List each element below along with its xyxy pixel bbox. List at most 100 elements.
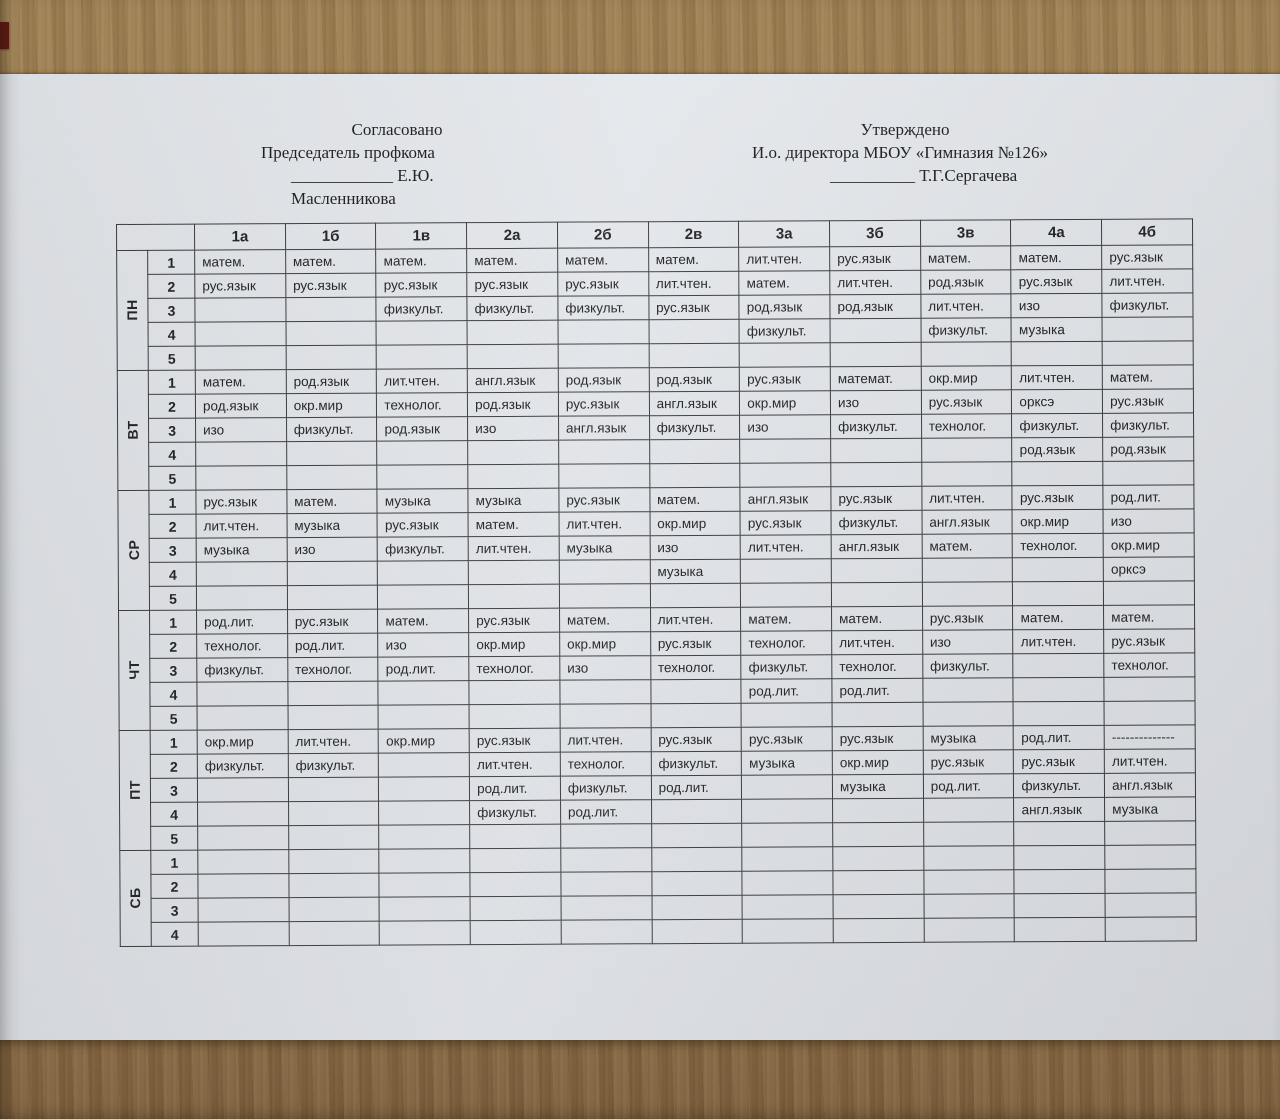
subject-cell: рус.язык	[923, 749, 1014, 775]
subject-cell: род.язык	[376, 416, 468, 442]
subject-cell: матем.	[1011, 245, 1102, 270]
class-header-1в: 1в	[375, 222, 467, 250]
subject-cell: изо	[830, 390, 922, 415]
subject-cell: физкульт.	[469, 800, 561, 825]
subject-cell	[740, 462, 831, 488]
subject-cell: род.язык	[1102, 436, 1194, 462]
subject-cell: англ.язык	[558, 415, 650, 441]
subject-cell	[648, 343, 740, 368]
subject-cell: матем.	[377, 608, 469, 634]
subject-cell: рус.язык	[1012, 485, 1104, 510]
subject-cell	[379, 824, 470, 850]
subject-cell: род.язык	[285, 369, 377, 394]
subject-cell: физкульт.	[920, 317, 1012, 343]
subject-cell: матем.	[468, 512, 560, 537]
subject-cell	[558, 439, 650, 465]
subject-cell	[922, 581, 1013, 607]
approval-left-title: Согласовано	[351, 120, 443, 139]
day-label-text: ВТ	[125, 419, 142, 440]
class-header-1а: 1а	[194, 223, 286, 251]
subject-cell: матем.	[195, 369, 287, 395]
subject-cell: рус.язык	[921, 389, 1012, 415]
subject-cell	[560, 895, 652, 921]
subject-cell	[469, 704, 561, 729]
subject-cell	[286, 465, 378, 490]
subject-cell	[196, 561, 288, 587]
subject-cell: англ.язык	[648, 391, 740, 416]
subject-cell: технолог.	[1012, 533, 1104, 558]
subject-cell	[650, 703, 742, 728]
subject-cell: рус.язык	[558, 391, 650, 417]
subject-cell	[378, 752, 470, 778]
subject-cell	[557, 319, 649, 345]
subject-cell: технолог.	[650, 655, 742, 680]
subject-cell	[468, 584, 560, 609]
subject-cell	[830, 438, 922, 463]
subject-cell: изо	[378, 632, 469, 658]
subject-cell	[197, 801, 289, 827]
subject-cell	[922, 677, 1014, 703]
subject-cell: окр.мир	[286, 393, 377, 418]
subject-cell: окр.мир	[649, 511, 741, 536]
subject-cell	[922, 557, 1013, 583]
class-header-3б: 3б	[829, 220, 921, 247]
lesson-number: 1	[150, 730, 198, 755]
lesson-number: 3	[148, 418, 196, 443]
subject-cell	[467, 344, 559, 369]
subject-cell	[739, 342, 831, 368]
subject-cell: лит.чтен.	[740, 534, 832, 560]
subject-cell: физкульт.	[1102, 292, 1194, 318]
lesson-number: 3	[149, 658, 197, 683]
subject-cell: рус.язык	[1102, 388, 1194, 414]
approval-block-right: Утверждено И.о. директора МБОУ «Гимназия…	[752, 118, 1058, 187]
subject-cell: рус.язык	[741, 726, 833, 752]
subject-cell	[288, 897, 380, 922]
subject-cell	[740, 558, 832, 584]
subject-cell: рус.язык	[1013, 749, 1105, 774]
subject-cell: физкульт.	[286, 417, 378, 442]
subject-cell: физкульт.	[650, 751, 742, 776]
subject-cell	[288, 873, 380, 898]
subject-cell: физкульт.	[560, 775, 652, 801]
subject-cell: лит.чтен.	[196, 513, 287, 539]
approval-right-role: И.о. директора МБОУ «Гимназия №126»	[752, 143, 1049, 162]
subject-cell	[468, 560, 560, 585]
subject-cell: физкульт.	[739, 318, 831, 344]
lesson-number: 2	[149, 634, 197, 659]
subject-cell: матем.	[1012, 605, 1104, 630]
subject-cell	[1013, 701, 1105, 726]
subject-cell: окр.мир	[378, 728, 470, 754]
subject-cell: матем.	[740, 606, 832, 632]
subject-cell: лит.чтен.	[560, 727, 651, 753]
lesson-number: 2	[149, 514, 197, 539]
subject-cell	[650, 679, 742, 704]
subject-cell: рус.язык	[558, 487, 650, 513]
subject-cell: рус.язык	[648, 295, 740, 320]
lesson-number: 2	[147, 274, 195, 299]
subject-cell	[195, 321, 286, 347]
subject-cell	[377, 584, 469, 610]
subject-cell	[469, 824, 561, 849]
subject-cell: физкульт.	[467, 296, 558, 321]
subject-cell: физкульт.	[830, 414, 922, 439]
timetable-wrapper: 1а 1б 1в 2а 2б 2в 3а 3б 3в 4а 4б ПН 1 матем. матем. ма…	[116, 218, 1197, 947]
subject-cell: физкульт.	[376, 296, 468, 322]
subject-cell: окр.мир	[1103, 532, 1195, 558]
subject-cell: музыка	[559, 535, 650, 561]
subject-cell: англ.язык	[1104, 772, 1196, 798]
subject-cell	[920, 341, 1012, 367]
lesson-number: 5	[150, 826, 198, 851]
subject-cell: изо	[1011, 293, 1103, 318]
subject-cell	[923, 869, 1015, 895]
subject-cell: род.лит.	[560, 799, 652, 825]
day-label-ПН: ПН	[116, 250, 149, 371]
subject-cell	[741, 774, 833, 800]
subject-cell: род.язык	[195, 393, 287, 419]
subject-cell: изо	[922, 629, 1014, 655]
subject-cell	[467, 320, 559, 345]
subject-cell	[285, 297, 377, 322]
paper-sheet: Согласовано Председатель профкома ______…	[0, 74, 1280, 1040]
subject-cell	[739, 438, 831, 464]
subject-cell: музыка	[1011, 317, 1103, 342]
subject-cell	[195, 345, 286, 371]
